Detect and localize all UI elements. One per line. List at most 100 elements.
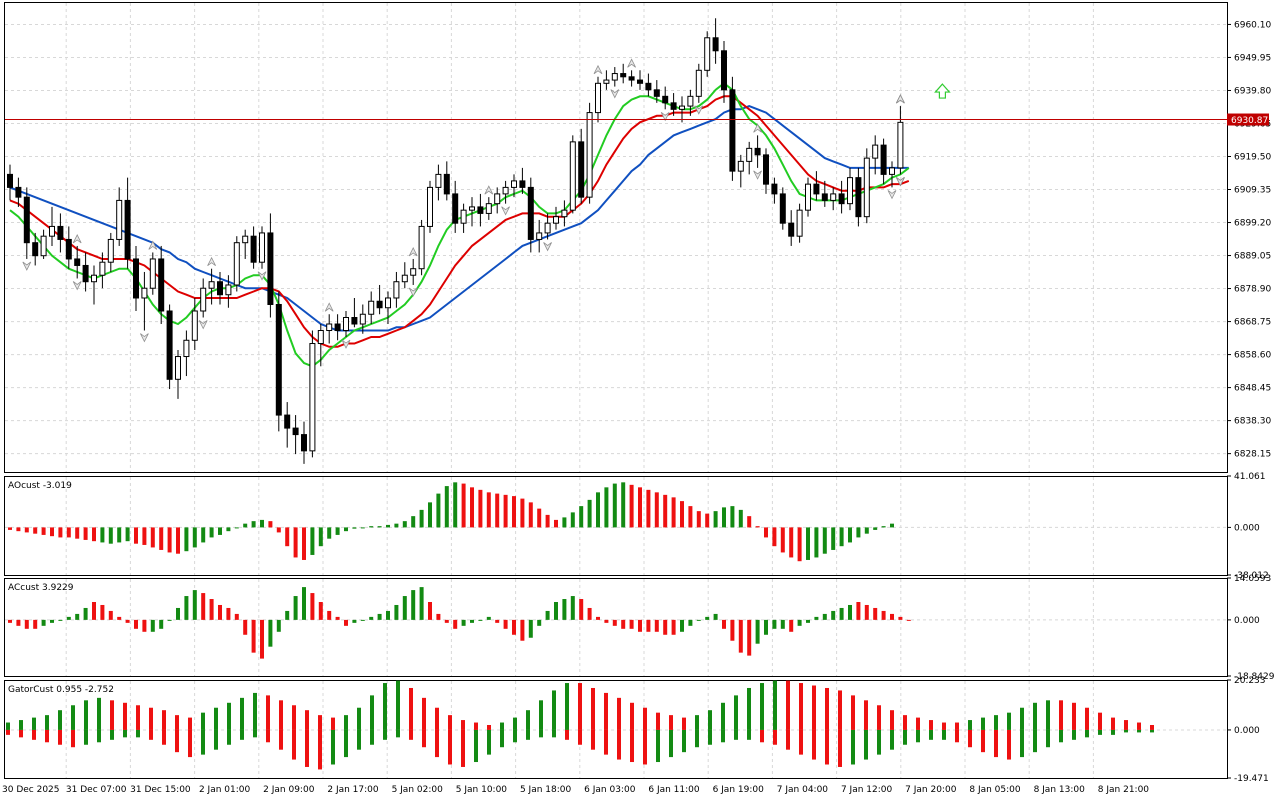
gator-lower-bar xyxy=(1137,729,1141,733)
gator-upper-bar xyxy=(435,707,439,730)
candle xyxy=(317,330,324,345)
ac-bar xyxy=(260,619,264,659)
ac-bar xyxy=(402,596,407,620)
gator-upper-bar xyxy=(344,715,348,730)
ao-bar xyxy=(394,523,399,528)
ac-bar xyxy=(486,616,491,620)
gator-upper-bar xyxy=(825,687,829,730)
gator-lower-bar xyxy=(214,729,218,750)
candle xyxy=(855,177,862,218)
ac-bar xyxy=(554,602,558,620)
candle xyxy=(729,89,736,172)
gator-upper-bar xyxy=(786,680,790,730)
candle xyxy=(578,141,585,198)
gator-upper-bar xyxy=(240,697,244,730)
x-axis-label: 6 Jan 11:00 xyxy=(648,785,700,795)
x-axis-label: 6 Jan 03:00 xyxy=(584,785,636,795)
ac-bar xyxy=(159,619,164,629)
ao-bar xyxy=(486,492,491,528)
ac-bar xyxy=(822,613,827,620)
ac-bar xyxy=(890,613,894,620)
gator-upper-bar xyxy=(812,685,816,730)
gator-upper-bar xyxy=(201,712,205,730)
gator-lower-bar xyxy=(1059,729,1063,743)
ac-bar xyxy=(192,590,197,620)
gator-upper-bar xyxy=(357,707,361,730)
gator-lower-bar xyxy=(656,729,660,763)
ac-bar xyxy=(579,599,584,620)
gator-lower-bar xyxy=(1072,729,1076,740)
ao-bar xyxy=(520,498,525,528)
fractal-up-icon xyxy=(627,58,636,68)
ao-bar xyxy=(100,527,105,543)
gator-lower-bar xyxy=(916,729,920,743)
gator-lower-bar xyxy=(227,729,231,745)
ao-bar xyxy=(192,527,197,548)
candle xyxy=(830,193,837,201)
x-axis-label: 8 Jan 21:00 xyxy=(1098,785,1150,795)
ac-bar xyxy=(764,619,768,635)
candle xyxy=(435,173,442,188)
candle xyxy=(485,203,492,214)
ao-bar xyxy=(327,527,332,539)
ao-bar xyxy=(234,527,239,529)
fractal-down-icon xyxy=(72,281,82,291)
candle xyxy=(175,356,181,380)
ao-bar xyxy=(554,519,558,528)
gator-lower-bar xyxy=(435,729,439,758)
gator-lower-bar xyxy=(58,729,62,745)
candle xyxy=(351,317,358,325)
gator-lower-bar xyxy=(565,729,569,740)
gator-upper-bar xyxy=(994,715,998,730)
candle xyxy=(611,73,618,81)
ao-bar xyxy=(696,511,701,528)
ao-bar xyxy=(789,527,794,558)
ac-bar xyxy=(680,619,684,632)
candle xyxy=(40,235,47,257)
candle xyxy=(301,434,307,452)
gator-upper-bar xyxy=(97,697,101,730)
x-axis-label: 2 Jan 01:00 xyxy=(199,785,251,795)
fractal-up-icon xyxy=(324,302,334,312)
y-axis-label: 0.000 xyxy=(1234,726,1260,736)
candle xyxy=(133,258,139,299)
candle xyxy=(889,167,895,175)
ac-bar xyxy=(302,587,306,620)
ao-bar xyxy=(302,527,306,560)
ac-bar xyxy=(596,616,600,620)
ao-bar xyxy=(604,487,609,528)
gator-upper-bar xyxy=(500,722,504,730)
ao-bar xyxy=(545,514,550,528)
ac-bar xyxy=(537,619,542,626)
ao-bar xyxy=(503,494,508,528)
candle xyxy=(452,193,459,224)
ao-bar xyxy=(864,527,869,534)
ac-bar xyxy=(428,602,432,620)
gator-upper-bar xyxy=(1098,712,1102,730)
ao-bar xyxy=(688,506,693,528)
gator-upper-bar xyxy=(6,722,10,730)
gator-upper-bar xyxy=(214,707,218,730)
candle xyxy=(410,268,417,276)
ac-bar xyxy=(470,619,474,623)
gator-upper-bar xyxy=(396,680,400,730)
candle xyxy=(519,180,526,188)
ac-bar xyxy=(528,619,533,638)
gator-lower-bar xyxy=(630,729,634,763)
ac-bar xyxy=(663,619,668,635)
candle xyxy=(183,339,190,358)
ao-bar xyxy=(881,526,886,528)
gator-upper-bar xyxy=(123,702,127,730)
ao-bar xyxy=(738,509,743,528)
ac-bar xyxy=(520,619,525,641)
ac-bar xyxy=(41,619,46,626)
candle xyxy=(628,76,635,81)
ac-bar xyxy=(612,619,617,626)
candle xyxy=(679,105,685,110)
ao-bar xyxy=(621,482,626,528)
candle xyxy=(511,180,517,188)
gator-lower-bar xyxy=(201,729,205,755)
gator-lower-bar xyxy=(474,729,478,763)
